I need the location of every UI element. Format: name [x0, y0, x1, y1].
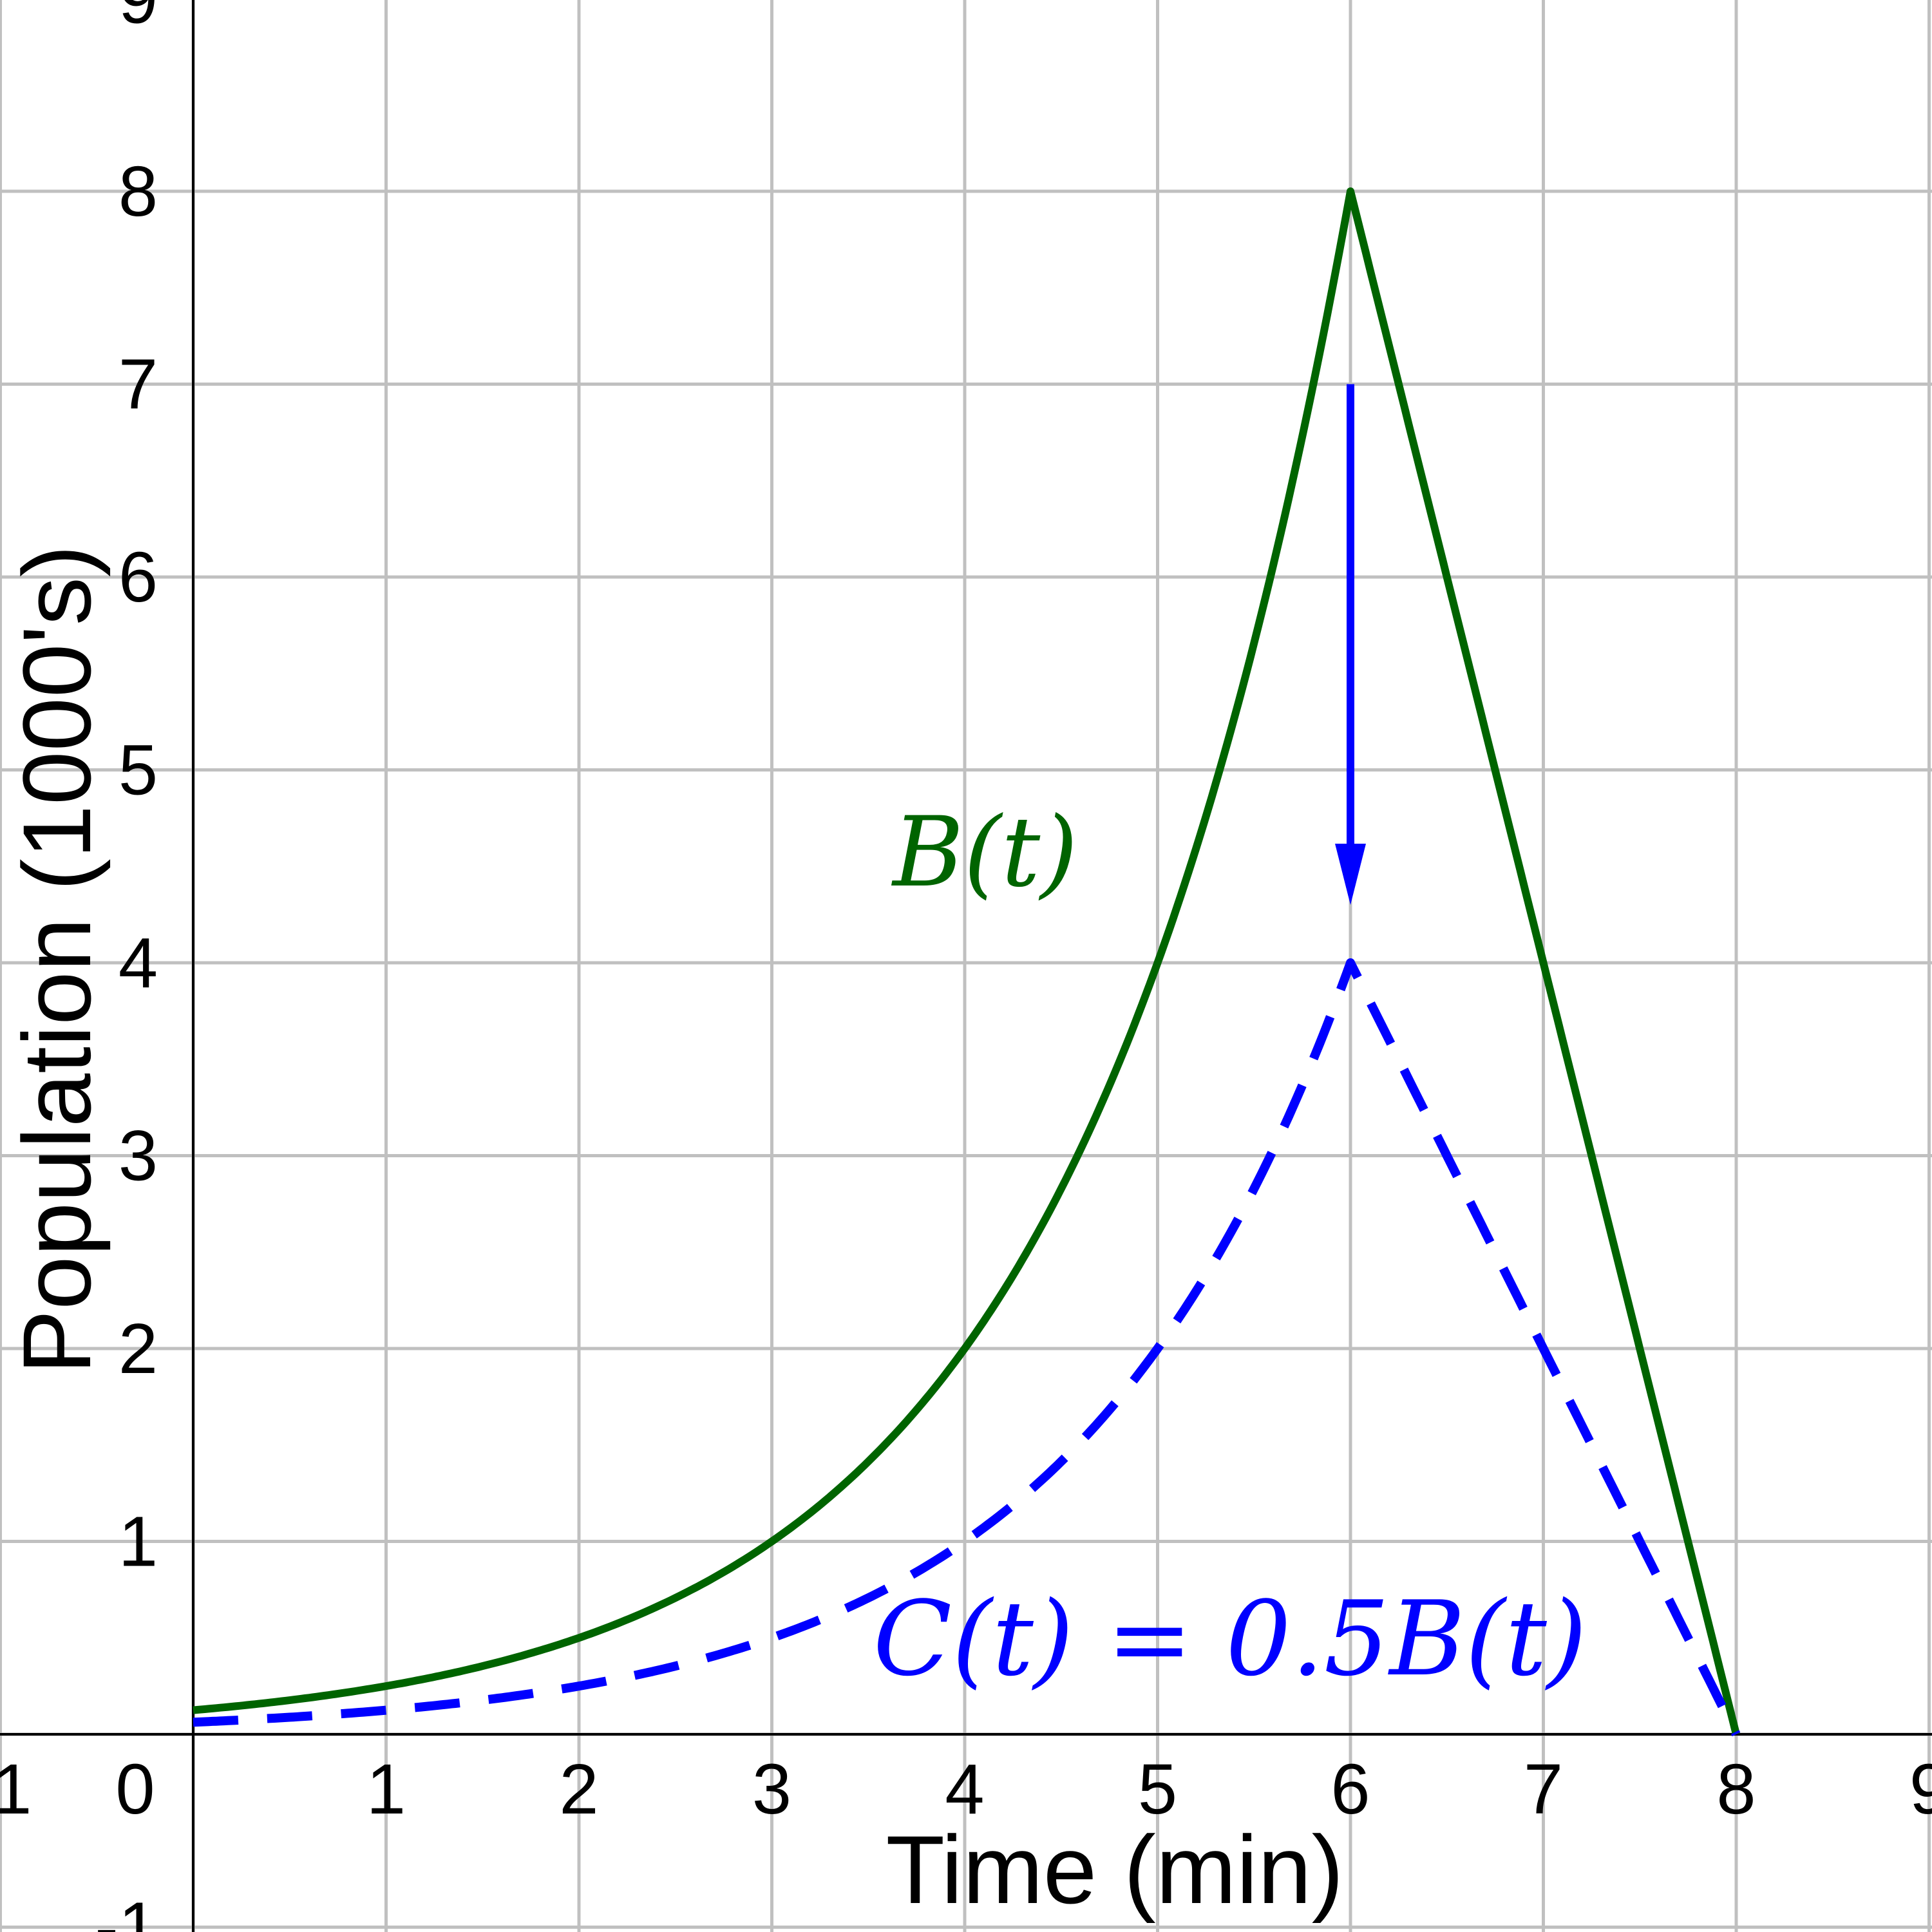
- y-axis-label: Population (1000's): [3, 545, 111, 1374]
- y-tick-label: 7: [118, 345, 158, 424]
- x-tick-label: 4: [945, 1750, 984, 1829]
- series-line-c: [193, 958, 1741, 1737]
- x-tick-label: 6: [1331, 1750, 1370, 1829]
- series-label-b: B(t): [891, 797, 1078, 909]
- x-tick-label: 9: [1909, 1750, 1932, 1829]
- x-tick-label: 5: [1138, 1750, 1177, 1829]
- x-tick-label: 3: [752, 1750, 791, 1829]
- y-tick-label: 6: [118, 538, 158, 617]
- y-tick-label: -1: [95, 1888, 158, 1932]
- x-tick-label: 8: [1716, 1750, 1756, 1829]
- y-tick-label: 1: [118, 1502, 158, 1582]
- y-tick-label: 8: [118, 152, 158, 231]
- x-tick-label: 0: [115, 1750, 155, 1829]
- x-axis-label: Time (min): [886, 1815, 1343, 1924]
- series-label-c: C(t) = 0.5B(t): [873, 1578, 1587, 1699]
- y-tick-label: 2: [118, 1309, 158, 1388]
- y-tick-label: 9: [118, 0, 158, 39]
- x-tick-label: 1: [366, 1750, 406, 1829]
- x-tick-label: 2: [559, 1750, 598, 1829]
- y-tick-label: 5: [118, 731, 158, 810]
- series: [193, 187, 1741, 1737]
- y-tick-label: 4: [118, 923, 158, 1003]
- y-tick-label: 3: [118, 1117, 158, 1196]
- arrow-head-icon: [1335, 844, 1366, 905]
- x-tick-label: -1: [0, 1750, 32, 1829]
- x-tick-label: 7: [1524, 1750, 1563, 1829]
